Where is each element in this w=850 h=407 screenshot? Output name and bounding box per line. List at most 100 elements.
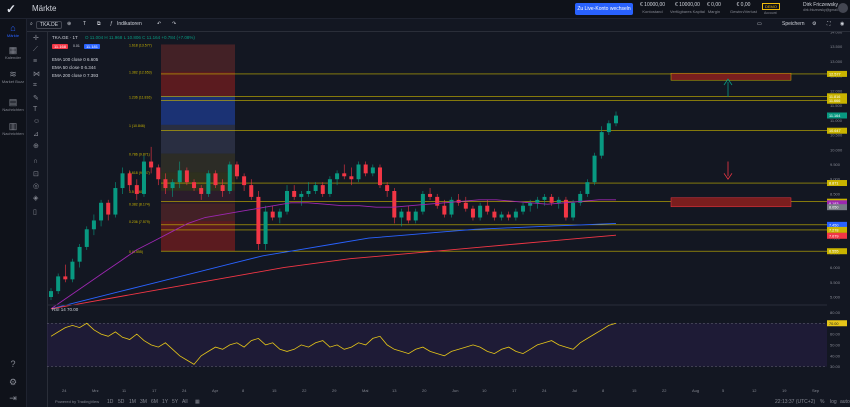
tf-5d[interactable]: 5D — [118, 399, 125, 405]
candle — [449, 199, 454, 215]
chart-area[interactable]: 1.618 (13.577) 1.382 (12.653) 1.236 (11.81… — [47, 30, 850, 402]
settings-gear-icon[interactable]: ⚙ — [812, 21, 817, 27]
nav-news[interactable]: ▤ Nachrichten — [0, 97, 26, 112]
candle — [392, 191, 397, 218]
time-tick: 17 — [512, 388, 517, 393]
symbol-select[interactable]: TKA.DE — [36, 21, 63, 29]
avatar[interactable] — [838, 3, 848, 13]
candle — [585, 182, 590, 194]
price-chart[interactable]: 1.618 (13.577) 1.382 (12.653) 1.236 (11.81… — [47, 30, 850, 397]
tf-5y[interactable]: 5Y — [172, 399, 179, 405]
ema-200-legend: EMA 200 close 0 7.393 — [52, 73, 99, 78]
save-button[interactable]: Speichern — [782, 21, 805, 27]
rsi-legend: RSI 14 70.00 — [52, 307, 79, 312]
clock: 22:13:37 (UTC+2) — [775, 399, 816, 405]
fib-label: 1 (10.846) — [129, 124, 145, 128]
log-toggle[interactable]: log — [830, 399, 837, 405]
candle — [106, 202, 111, 215]
candle — [356, 164, 361, 180]
eye-icon[interactable]: ◎ — [33, 183, 40, 190]
candle — [606, 123, 611, 133]
candle — [270, 211, 275, 218]
layers-icon[interactable]: ◈ — [33, 195, 39, 202]
projection-icon[interactable]: ⌗ — [33, 82, 37, 89]
undo-icon[interactable]: ↶ — [157, 21, 162, 27]
magnet-icon[interactable]: ∩ — [33, 158, 39, 165]
tf-1y[interactable]: 1Y — [162, 399, 169, 405]
switch-live-account-button[interactable]: Zu Live-Konto wechseln — [575, 3, 633, 15]
price-tag: 12.577 — [829, 72, 841, 76]
page-title: Märkte — [32, 4, 57, 13]
buy-price[interactable]: 11.181 — [84, 44, 100, 49]
tf-all[interactable]: All — [182, 399, 188, 405]
measure-icon[interactable]: ⊿ — [33, 131, 39, 138]
balance: € 10000,00 Kontostand — [640, 2, 666, 14]
price-tag: 11.816 — [829, 95, 840, 99]
nav-news-2[interactable]: ▥ Nachrichten — [0, 121, 26, 136]
candle — [578, 193, 583, 203]
price-tag-bg — [827, 232, 847, 239]
redo-icon[interactable]: ↷ — [172, 21, 177, 27]
candle — [120, 173, 125, 189]
layout-icon[interactable]: ▭ — [757, 21, 762, 27]
logout-icon[interactable]: ⇥ — [9, 393, 17, 403]
trash-icon[interactable]: ▯ — [33, 209, 37, 216]
time-tick: 11 — [122, 388, 127, 393]
pattern-icon[interactable]: ⋈ — [33, 71, 40, 78]
tf-3m[interactable]: 3M — [140, 399, 147, 405]
date-range-icon[interactable]: ▦ — [195, 399, 200, 405]
target-zone-top — [670, 72, 792, 81]
lock-icon[interactable]: ⊡ — [33, 171, 39, 178]
add-symbol-icon[interactable]: ⊕ — [67, 21, 72, 27]
time-tick: Sep — [812, 388, 820, 393]
nav-market-buzz[interactable]: ≋ Market Buzz — [1, 69, 25, 84]
emoji-icon[interactable]: ☺ — [33, 118, 41, 125]
candle — [428, 193, 433, 197]
text-icon[interactable]: T — [33, 106, 38, 113]
sell-price[interactable]: 11.168 — [52, 44, 68, 49]
candle — [149, 161, 154, 168]
tf-6m[interactable]: 6M — [151, 399, 158, 405]
fib-label: 0.236 (7.579) — [129, 220, 150, 224]
candle — [535, 199, 540, 203]
price-tag: 8.050 — [829, 206, 839, 210]
price-tag-bg — [827, 204, 847, 211]
settings-icon[interactable]: ⚙ — [8, 377, 18, 387]
left-nav: ⌂ Märkte ▦ Kalender ≋ Market Buzz ▤ Nachrich… — [0, 19, 27, 407]
brush-icon[interactable]: ✎ — [33, 95, 39, 102]
help-icon[interactable]: ? — [10, 359, 16, 369]
fib-label: 0.382 (8.174) — [129, 203, 150, 207]
interval-select[interactable]: T — [83, 21, 87, 27]
news-icon: ▤ — [8, 97, 18, 107]
indicators-button[interactable]: Indikatoren — [117, 21, 142, 27]
chart-type-icon[interactable]: ⧉ — [97, 21, 101, 27]
candle — [127, 173, 132, 186]
candle — [571, 202, 576, 218]
price-tag: 11.164 — [829, 114, 840, 118]
fib-label: 1.236 (11.816) — [129, 95, 152, 99]
fib-zone — [161, 203, 235, 222]
rsi-tick: 50.00 — [830, 342, 841, 347]
rsi-tag-bg — [827, 320, 847, 327]
camera-icon[interactable]: ◉ — [840, 21, 845, 27]
fib-icon[interactable]: ≡ — [33, 58, 38, 65]
crosshair-icon[interactable]: ✛ — [33, 35, 39, 42]
tf-1m[interactable]: 1M — [129, 399, 136, 405]
price-tag-bg — [827, 200, 847, 207]
target-zone-bottom — [670, 197, 792, 208]
trendline-icon[interactable]: ⟋ — [33, 46, 38, 53]
indicators-icon[interactable]: ƒ — [110, 21, 113, 27]
candle — [256, 196, 261, 244]
zoom-icon[interactable]: ⊕ — [33, 143, 39, 150]
rsi-tag: 70.00 — [829, 322, 839, 326]
nav-markets[interactable]: ⌂ Märkte — [0, 23, 26, 38]
percent-toggle[interactable]: % — [820, 399, 825, 405]
user-info[interactable]: Dirk Friczewsky dirk.friczewsky@gmail.com — [803, 2, 846, 12]
auto-toggle[interactable]: auto — [840, 399, 850, 405]
logo-icon[interactable]: ✓ — [6, 2, 17, 16]
nav-calendar[interactable]: ▦ Kalender — [0, 45, 26, 60]
tf-1d[interactable]: 1D — [107, 399, 114, 405]
fullscreen-icon[interactable]: ⛶ — [827, 21, 831, 27]
search-icon[interactable]: ⌕ — [30, 21, 33, 27]
candle — [91, 220, 96, 230]
